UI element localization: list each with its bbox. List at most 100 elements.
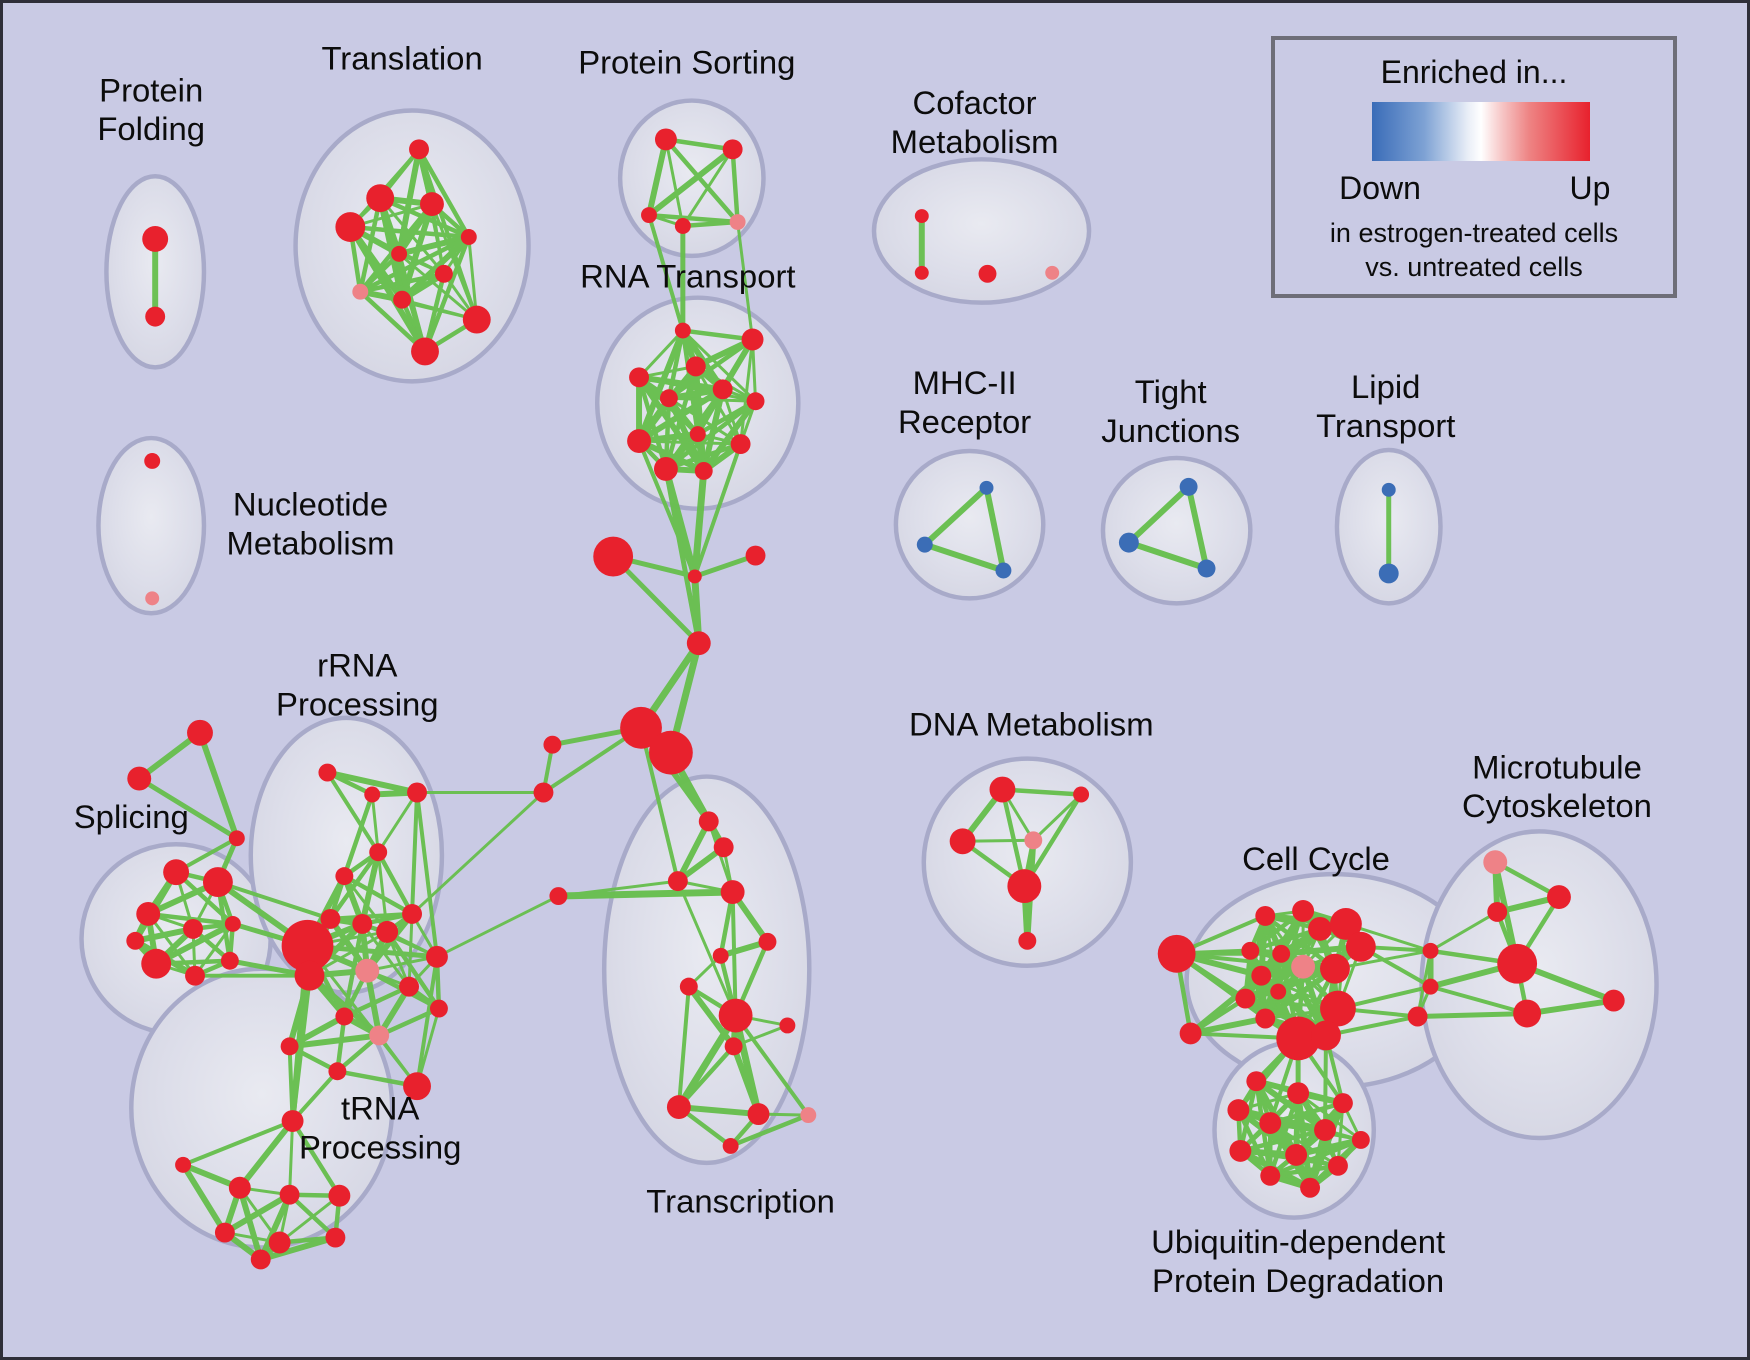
gene-set-node: [183, 918, 203, 939]
cluster-label-mhc-ii-receptor: MHC-II: [913, 364, 1017, 401]
gene-set-node: [722, 1137, 739, 1154]
gene-set-node: [1320, 990, 1356, 1027]
enrichment-edge: [663, 441, 743, 472]
enrichment-edge: [646, 146, 736, 219]
cluster-label-dna-metabolism: DNA Metabolism: [909, 705, 1154, 742]
gene-set-node: [1378, 563, 1399, 584]
gene-set-node: [402, 904, 423, 924]
enrichment-edge: [396, 233, 472, 257]
enrichment-edge: [335, 1014, 347, 1074]
cluster-label-ubiquitin: Ubiquitin-dependent: [1151, 1223, 1445, 1260]
enrichment-edge: [397, 252, 479, 322]
gene-set-node: [712, 947, 729, 964]
cluster-label-lipid-transport: Lipid: [1351, 368, 1420, 405]
gene-set-node: [1260, 1165, 1281, 1186]
gene-set-node: [399, 976, 420, 997]
gene-set-node: [629, 367, 650, 388]
gene-set-node: [718, 998, 753, 1033]
enrichment-edge: [415, 790, 439, 959]
enrichment-edge: [1268, 1163, 1341, 1179]
gene-set-node: [712, 379, 733, 400]
enrichment-edge: [666, 337, 755, 401]
gene-set-node: [978, 264, 997, 283]
enrichment-edge: [730, 147, 740, 225]
gene-set-node: [462, 305, 491, 334]
cluster-label-trna-processing: Processing: [299, 1129, 461, 1166]
cluster-ellipse-microtubule-cytoskeleton: [1419, 829, 1659, 1141]
enrichment-edge: [1493, 859, 1562, 900]
gene-set-node: [294, 960, 325, 991]
enrichment-edge: [181, 1119, 295, 1167]
enrichment-edge: [145, 911, 236, 927]
gene-set-node: [145, 591, 160, 606]
gene-set-node: [214, 1222, 235, 1243]
enrichment-edge: [736, 220, 755, 342]
enrichment-edge: [680, 328, 755, 342]
enrichment-edge: [1187, 1015, 1269, 1037]
enrichment-edge: [290, 973, 312, 1124]
enrichment-edge: [674, 818, 712, 885]
enrichment-edge: [556, 879, 680, 898]
cluster-ellipse-tight-junctions: [1100, 455, 1253, 606]
enrichment-edge: [663, 137, 735, 152]
gene-set-node: [460, 228, 477, 245]
cluster-ellipse-nucleotide-metabolism: [96, 435, 207, 616]
legend-up-label: Up: [1569, 170, 1611, 206]
gene-set-node: [434, 264, 453, 283]
gene-set-node: [685, 356, 706, 377]
gene-set-node: [679, 977, 698, 996]
enrichment-edge: [375, 849, 415, 917]
cluster-label-tight-junctions: Junctions: [1101, 412, 1240, 449]
gene-set-node: [593, 536, 634, 577]
gene-set-node: [1292, 900, 1315, 922]
enrichment-edge: [681, 329, 758, 403]
cluster-label-mhc-ii-receptor: Receptor: [898, 403, 1031, 440]
gene-set-node: [667, 871, 688, 892]
gene-set-node: [779, 1017, 796, 1034]
enrichment-edge: [342, 921, 365, 1019]
enrichment-edge: [290, 1069, 340, 1124]
gene-set-node: [145, 306, 166, 327]
enrichment-edge: [1268, 1137, 1364, 1179]
enrichment-edge: [636, 327, 686, 445]
gene-set-node: [407, 782, 427, 803]
gene-set-node: [1276, 1016, 1321, 1061]
enrichment-edge: [1323, 1033, 1328, 1132]
gene-set-node: [1422, 978, 1439, 995]
gene-set-node: [126, 931, 145, 950]
gene-set-node: [979, 480, 994, 495]
gene-set-node: [1300, 1177, 1321, 1198]
cluster-label-cell-cycle: Cell Cycle: [1242, 840, 1390, 877]
enrichment-edge: [983, 484, 1007, 574]
enrichment-edge: [675, 1104, 762, 1118]
enrichment-edge: [639, 725, 680, 884]
gene-set-node: [620, 706, 662, 749]
cluster-label-lipid-transport: Transport: [1316, 407, 1455, 444]
cluster-label-rrna-processing: rRNA: [317, 647, 397, 684]
gene-set-node: [403, 1072, 431, 1101]
enrichment-edge: [921, 541, 1007, 574]
gene-set-node: [1197, 559, 1216, 578]
gene-set-node: [694, 461, 713, 480]
enrichment-edge: [1324, 1014, 1420, 1038]
gene-set-node: [1179, 477, 1198, 496]
enrichment-edge: [342, 984, 412, 1019]
enrichment-edge: [435, 894, 560, 959]
gene-set-node: [995, 562, 1012, 579]
enrichment-edge: [358, 289, 428, 354]
enrichment-edge: [180, 1161, 228, 1236]
gene-set-node: [674, 322, 691, 339]
gene-set-node: [1018, 931, 1037, 950]
enrichment-edge: [306, 944, 419, 1088]
enrichment-edge: [325, 770, 381, 855]
legend-caption-line1: in estrogen-treated cells: [1329, 218, 1619, 248]
gene-set-node: [1407, 1006, 1428, 1027]
enrichment-edge: [415, 954, 439, 1089]
enrichment-edge: [1248, 908, 1306, 954]
cluster-label-translation: Translation: [321, 39, 482, 76]
cluster-label-rna-transport: RNA Transport: [580, 257, 795, 294]
gene-set-node: [420, 192, 444, 217]
gene-set-node: [250, 1249, 271, 1270]
enrichment-edge: [554, 888, 737, 900]
